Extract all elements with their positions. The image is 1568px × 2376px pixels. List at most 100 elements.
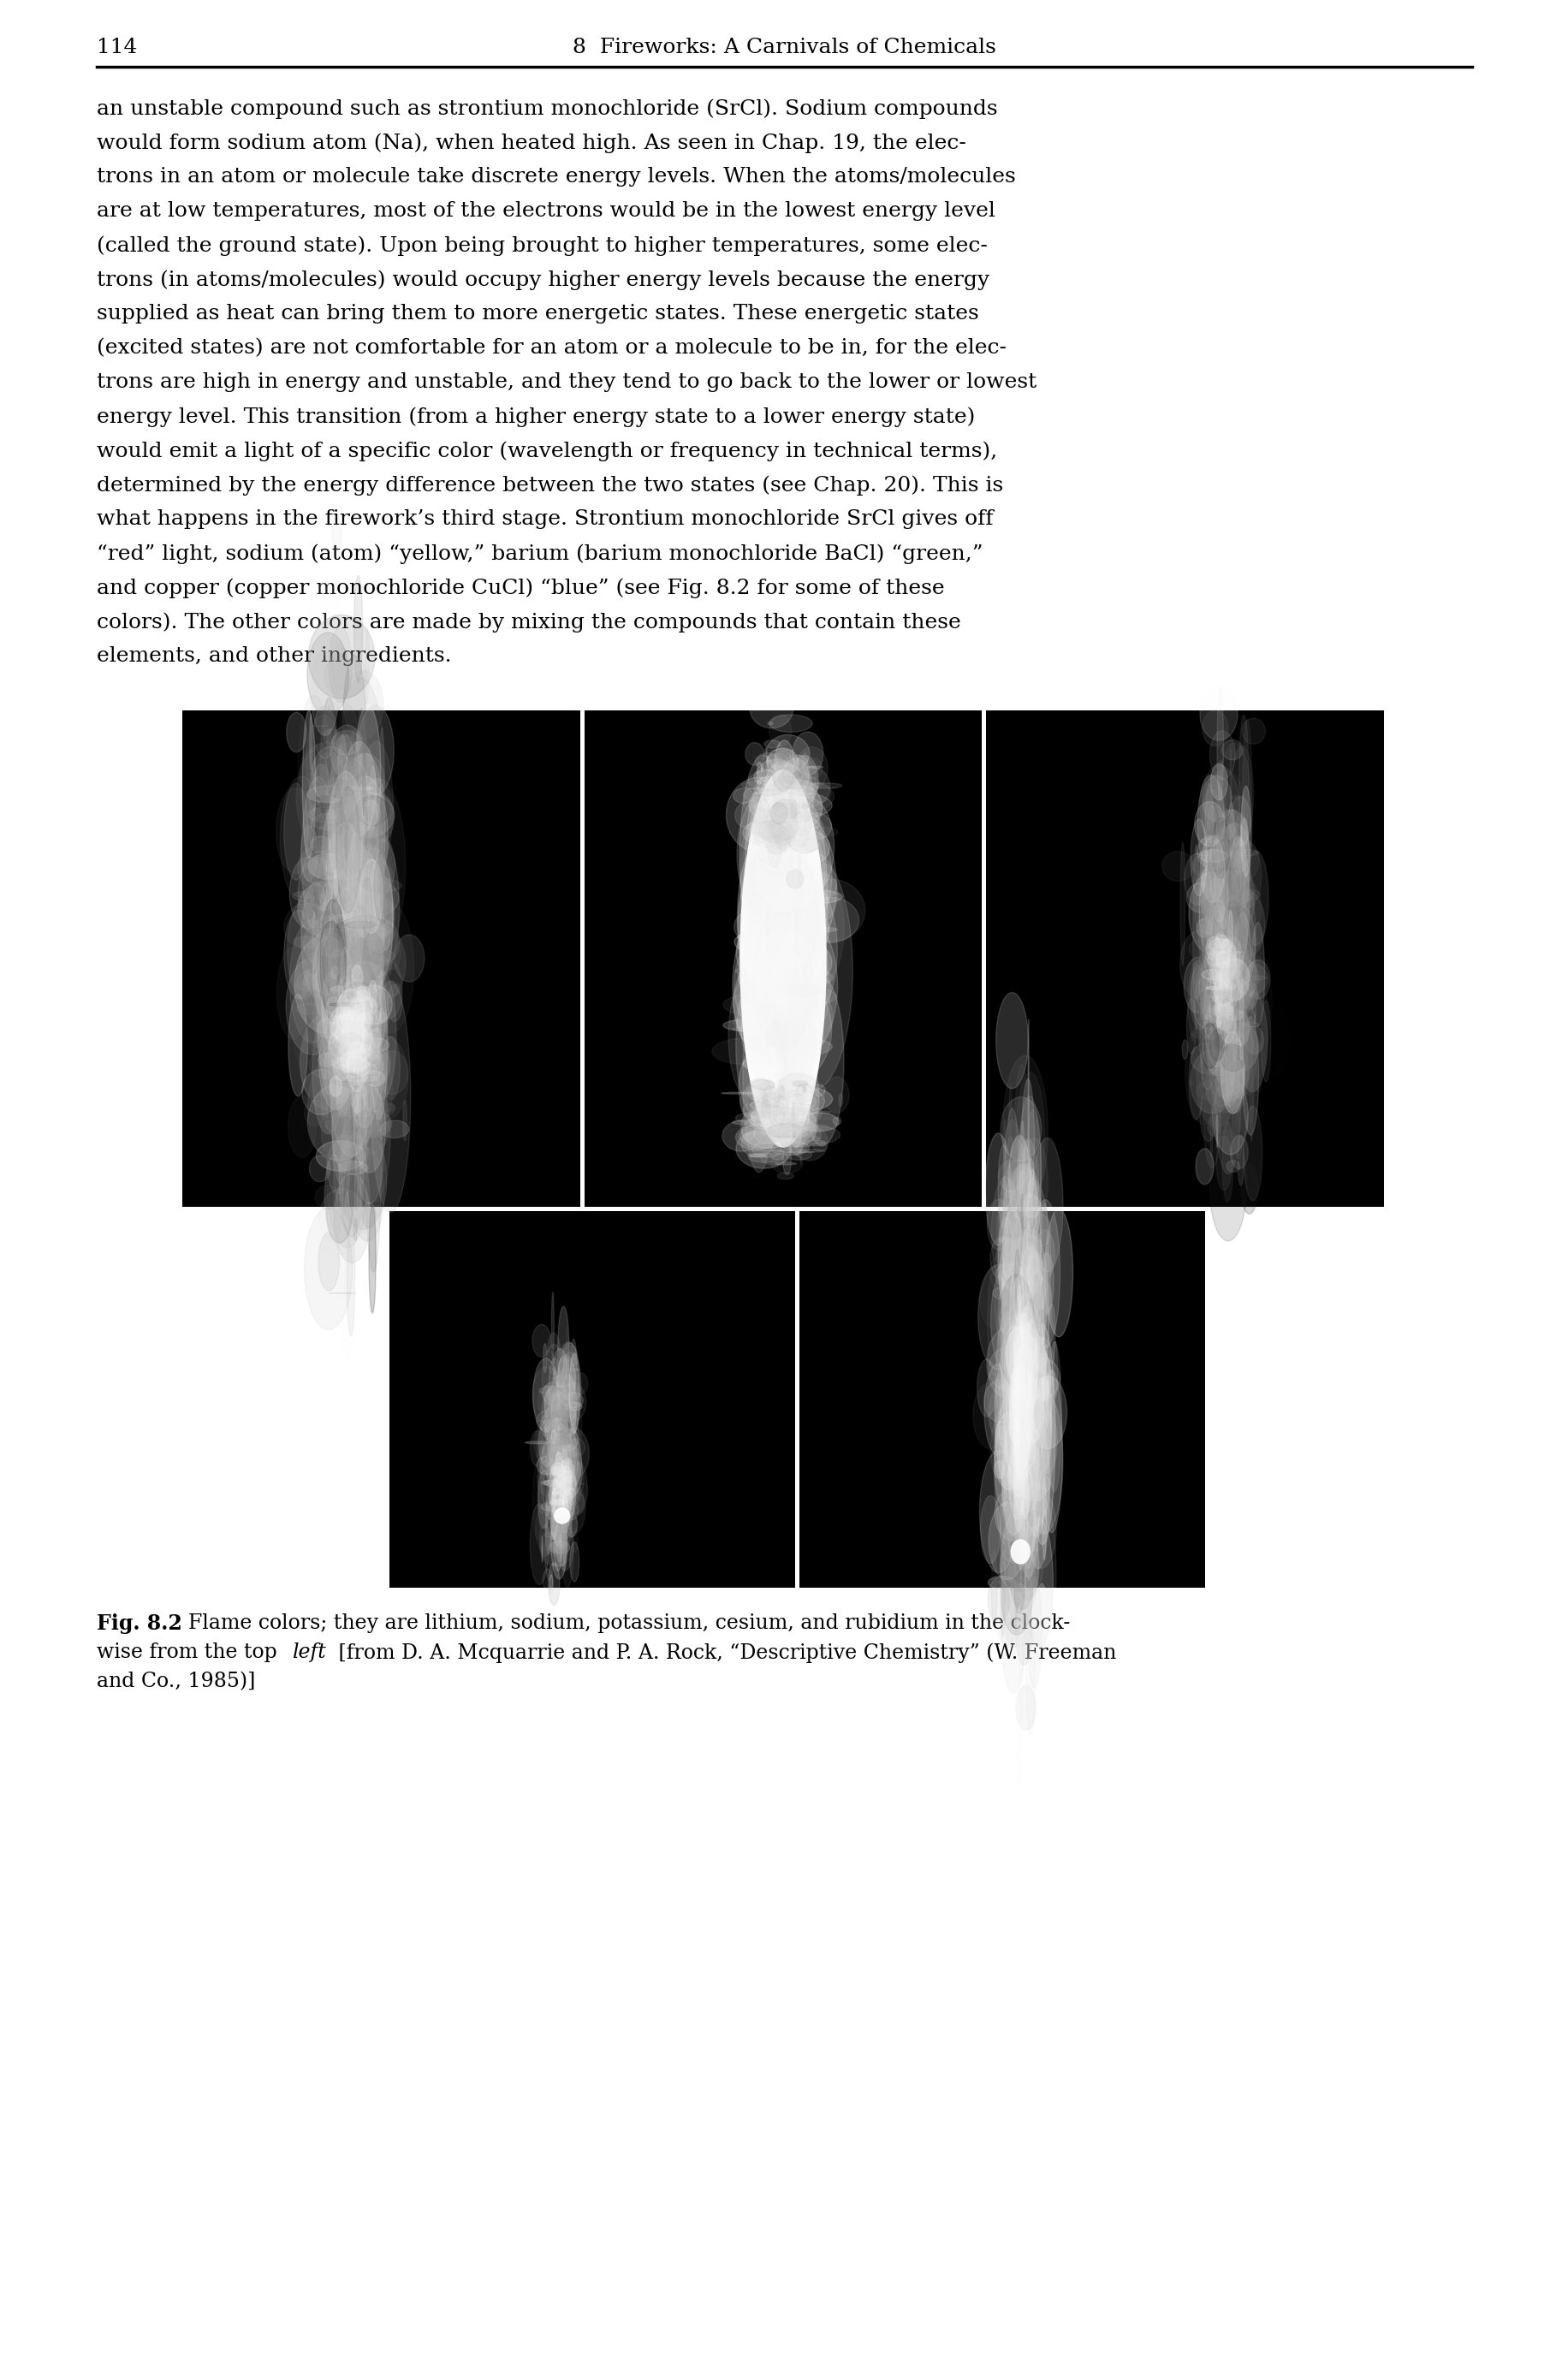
Ellipse shape bbox=[1004, 1352, 1022, 1478]
Ellipse shape bbox=[775, 741, 793, 786]
Ellipse shape bbox=[759, 879, 797, 1048]
Ellipse shape bbox=[1215, 1000, 1232, 1031]
Ellipse shape bbox=[1204, 962, 1228, 1067]
Ellipse shape bbox=[1234, 998, 1240, 1045]
Ellipse shape bbox=[1225, 965, 1240, 984]
Ellipse shape bbox=[566, 1483, 588, 1502]
Ellipse shape bbox=[1206, 962, 1232, 1036]
Ellipse shape bbox=[323, 915, 406, 1012]
Ellipse shape bbox=[337, 996, 368, 1034]
Ellipse shape bbox=[1007, 1392, 1021, 1416]
Ellipse shape bbox=[544, 1428, 561, 1430]
Ellipse shape bbox=[310, 1017, 320, 1038]
Ellipse shape bbox=[325, 653, 367, 699]
Text: (excited states) are not comfortable for an atom or a molecule to be in, for the: (excited states) are not comfortable for… bbox=[97, 337, 1007, 359]
Ellipse shape bbox=[1228, 803, 1234, 896]
Ellipse shape bbox=[1024, 1371, 1032, 1390]
Ellipse shape bbox=[1210, 1038, 1239, 1095]
Ellipse shape bbox=[1217, 829, 1231, 874]
Ellipse shape bbox=[1029, 1340, 1046, 1414]
Ellipse shape bbox=[1021, 1354, 1041, 1392]
Ellipse shape bbox=[751, 1107, 782, 1126]
Ellipse shape bbox=[1217, 953, 1226, 960]
Ellipse shape bbox=[754, 1019, 800, 1055]
Ellipse shape bbox=[350, 1029, 368, 1038]
Ellipse shape bbox=[1025, 1240, 1029, 1304]
Ellipse shape bbox=[1237, 924, 1247, 943]
Ellipse shape bbox=[1214, 981, 1221, 998]
Ellipse shape bbox=[1016, 1300, 1030, 1411]
Ellipse shape bbox=[1210, 986, 1225, 1003]
Ellipse shape bbox=[351, 1017, 364, 1031]
Ellipse shape bbox=[558, 1471, 564, 1497]
Ellipse shape bbox=[1025, 1421, 1049, 1568]
Ellipse shape bbox=[1201, 948, 1214, 960]
Ellipse shape bbox=[1212, 979, 1232, 1000]
Ellipse shape bbox=[343, 1031, 372, 1038]
Ellipse shape bbox=[340, 1026, 356, 1041]
Ellipse shape bbox=[310, 808, 321, 820]
Ellipse shape bbox=[345, 1055, 370, 1086]
Ellipse shape bbox=[547, 1456, 564, 1485]
Ellipse shape bbox=[359, 1093, 365, 1183]
Ellipse shape bbox=[1250, 922, 1264, 1026]
Ellipse shape bbox=[555, 1478, 571, 1495]
Ellipse shape bbox=[746, 1086, 764, 1100]
Ellipse shape bbox=[329, 782, 373, 839]
Ellipse shape bbox=[560, 1478, 572, 1492]
Ellipse shape bbox=[309, 715, 312, 770]
Ellipse shape bbox=[1221, 955, 1223, 960]
Ellipse shape bbox=[1014, 1255, 1032, 1428]
Ellipse shape bbox=[754, 822, 784, 839]
Ellipse shape bbox=[1019, 1171, 1022, 1198]
Ellipse shape bbox=[1225, 872, 1240, 929]
Ellipse shape bbox=[1196, 851, 1234, 855]
Ellipse shape bbox=[378, 784, 384, 893]
Ellipse shape bbox=[792, 950, 806, 1029]
Ellipse shape bbox=[1019, 1352, 1029, 1361]
Ellipse shape bbox=[1022, 1376, 1033, 1416]
Ellipse shape bbox=[560, 1456, 575, 1525]
Ellipse shape bbox=[754, 770, 776, 784]
Ellipse shape bbox=[980, 1495, 1000, 1563]
Ellipse shape bbox=[745, 877, 782, 955]
Ellipse shape bbox=[1217, 967, 1229, 986]
Text: trons (in atoms/molecules) would occupy higher energy levels because the energy: trons (in atoms/molecules) would occupy … bbox=[97, 268, 989, 290]
Ellipse shape bbox=[547, 1490, 555, 1504]
Ellipse shape bbox=[778, 931, 786, 1012]
Ellipse shape bbox=[782, 813, 818, 929]
Ellipse shape bbox=[753, 939, 829, 1043]
Ellipse shape bbox=[336, 1050, 350, 1060]
Ellipse shape bbox=[317, 979, 325, 1050]
Ellipse shape bbox=[1016, 1321, 1029, 1371]
Ellipse shape bbox=[803, 1140, 825, 1145]
Ellipse shape bbox=[1016, 1269, 1025, 1378]
Ellipse shape bbox=[1228, 908, 1229, 1003]
Ellipse shape bbox=[1018, 1373, 1024, 1447]
Ellipse shape bbox=[334, 917, 353, 927]
Ellipse shape bbox=[754, 824, 806, 1010]
Ellipse shape bbox=[1203, 993, 1215, 1017]
Ellipse shape bbox=[764, 967, 789, 1003]
Ellipse shape bbox=[309, 1155, 331, 1181]
Ellipse shape bbox=[1030, 1421, 1040, 1487]
Ellipse shape bbox=[1214, 1005, 1229, 1015]
Ellipse shape bbox=[740, 846, 770, 984]
Ellipse shape bbox=[1223, 943, 1228, 972]
Ellipse shape bbox=[375, 860, 379, 931]
Ellipse shape bbox=[1007, 1328, 1024, 1380]
Ellipse shape bbox=[999, 1554, 1043, 1592]
Ellipse shape bbox=[1022, 1195, 1040, 1217]
Ellipse shape bbox=[549, 1399, 561, 1456]
Ellipse shape bbox=[350, 915, 364, 931]
Ellipse shape bbox=[1210, 855, 1239, 870]
Ellipse shape bbox=[1018, 1433, 1033, 1449]
Ellipse shape bbox=[1022, 1345, 1038, 1364]
Ellipse shape bbox=[375, 1048, 387, 1140]
Ellipse shape bbox=[756, 943, 801, 1041]
Ellipse shape bbox=[1218, 1024, 1221, 1041]
Ellipse shape bbox=[1014, 1435, 1022, 1452]
Ellipse shape bbox=[331, 1034, 364, 1064]
Ellipse shape bbox=[734, 946, 768, 1024]
Ellipse shape bbox=[1014, 1390, 1040, 1478]
